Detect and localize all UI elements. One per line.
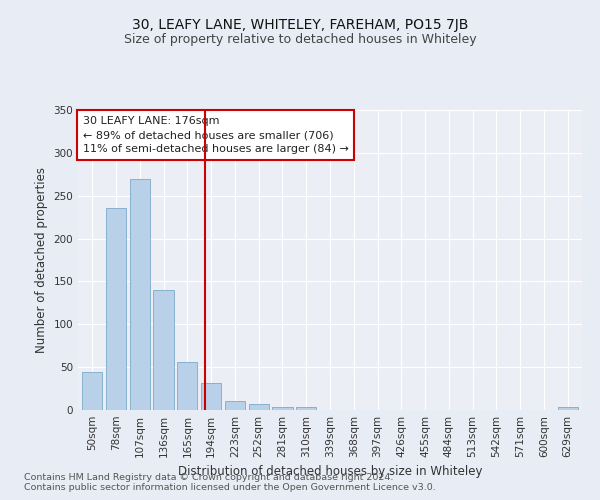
Bar <box>225 402 245 410</box>
Bar <box>201 382 221 410</box>
Bar <box>557 408 578 410</box>
Text: 30, LEAFY LANE, WHITELEY, FAREHAM, PO15 7JB: 30, LEAFY LANE, WHITELEY, FAREHAM, PO15 … <box>132 18 468 32</box>
Bar <box>296 406 316 410</box>
Text: Contains HM Land Registry data © Crown copyright and database right 2024.: Contains HM Land Registry data © Crown c… <box>24 472 394 482</box>
Bar <box>177 362 197 410</box>
Text: 30 LEAFY LANE: 176sqm
← 89% of detached houses are smaller (706)
11% of semi-det: 30 LEAFY LANE: 176sqm ← 89% of detached … <box>83 116 349 154</box>
Text: Contains public sector information licensed under the Open Government Licence v3: Contains public sector information licen… <box>24 484 436 492</box>
Bar <box>272 408 293 410</box>
Bar <box>106 208 126 410</box>
Bar <box>154 290 173 410</box>
Y-axis label: Number of detached properties: Number of detached properties <box>35 167 48 353</box>
Text: Size of property relative to detached houses in Whiteley: Size of property relative to detached ho… <box>124 32 476 46</box>
X-axis label: Distribution of detached houses by size in Whiteley: Distribution of detached houses by size … <box>178 466 482 478</box>
Bar <box>82 372 103 410</box>
Bar <box>130 180 150 410</box>
Bar <box>248 404 269 410</box>
